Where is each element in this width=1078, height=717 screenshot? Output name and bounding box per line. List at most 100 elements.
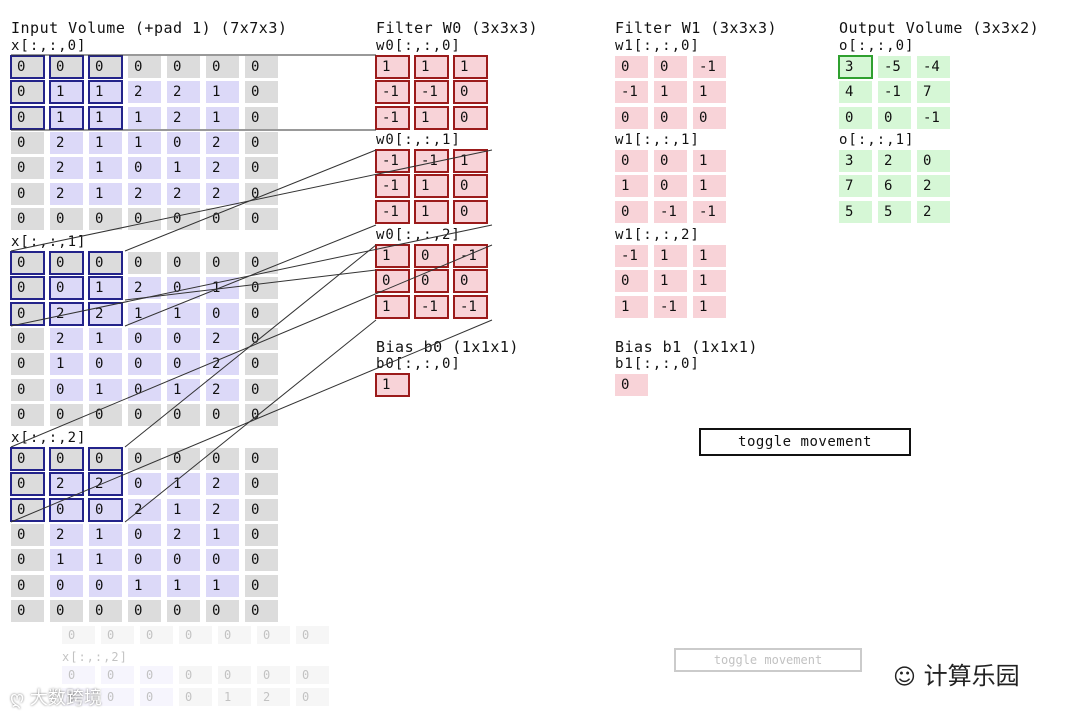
w1-slice-label: w1[:,:,1]: [615, 132, 700, 148]
input-cell: 0: [128, 473, 161, 496]
ghost-cell: 0: [179, 626, 212, 644]
input-cell: 2: [128, 498, 161, 521]
w1-cell: 1: [654, 245, 687, 267]
input-slice-label: x[:,:,2]: [11, 430, 87, 446]
input-cell: 0: [167, 448, 200, 470]
w1-cell: 1: [693, 150, 726, 172]
input-cell: 0: [245, 106, 278, 129]
input-cell: 2: [128, 277, 161, 300]
input-cell: 1: [88, 105, 123, 130]
input-cell: 0: [206, 207, 239, 230]
w1-cell: 1: [615, 175, 648, 198]
w1-cell: -1: [693, 56, 726, 78]
input-cell: 0: [88, 497, 123, 522]
w1-cell: 1: [654, 270, 687, 293]
input-cell: 0: [245, 302, 278, 325]
input-cell: 0: [49, 276, 84, 301]
input-cell: 0: [128, 448, 161, 470]
input-cell: 0: [245, 277, 278, 300]
bias-b1-title: Bias b1 (1x1x1): [615, 338, 758, 356]
input-cell: 0: [206, 56, 239, 78]
input-cell: 1: [89, 182, 122, 205]
input-cell: 2: [206, 157, 239, 180]
input-cell: 0: [245, 378, 278, 401]
output-cell: -1: [878, 81, 911, 104]
output-cell: 0: [839, 106, 872, 129]
watermark-right-text: 计算乐园: [923, 662, 1020, 690]
w0-cell: -1: [414, 149, 449, 173]
output-slice-label: o[:,:,1]: [839, 132, 915, 148]
w0-cell: -1: [453, 244, 488, 268]
input-cell: 1: [89, 549, 122, 572]
ghost-cell: 0: [62, 666, 95, 684]
input-cell: 0: [11, 207, 44, 230]
input-cell: 0: [245, 353, 278, 376]
ghost-cell: 0: [101, 626, 134, 644]
input-cell: 2: [167, 106, 200, 129]
input-cell: 0: [206, 448, 239, 470]
w1-cell: -1: [615, 245, 648, 267]
watermark-logo-icon: ღ: [10, 688, 25, 709]
w0-cell: -1: [375, 80, 410, 105]
w1-cell: -1: [615, 81, 648, 104]
input-cell: 1: [206, 523, 239, 546]
ghost-cell: 0: [179, 688, 212, 706]
input-cell: 2: [88, 472, 123, 497]
input-cell: 1: [49, 80, 84, 105]
input-cell: 0: [128, 207, 161, 230]
input-cell: 0: [49, 251, 84, 275]
w0-slice-label: w0[:,:,0]: [376, 38, 461, 54]
output-slice-label: o[:,:,0]: [839, 38, 915, 54]
input-cell: 0: [128, 56, 161, 78]
input-cell: 1: [167, 157, 200, 180]
w1-cell: 1: [693, 175, 726, 198]
input-cell: 0: [89, 403, 122, 426]
w0-cell: 0: [414, 269, 449, 294]
input-cell: 0: [206, 302, 239, 325]
wechat-icon: ☺: [893, 665, 916, 690]
w1-cell: 1: [693, 295, 726, 318]
input-cell: 0: [206, 549, 239, 572]
input-cell: 0: [245, 574, 278, 597]
input-cell: 0: [167, 327, 200, 350]
w0-cell: 1: [375, 294, 410, 319]
w0-slice-label: w0[:,:,1]: [376, 132, 461, 148]
ghost-toggle-button: toggle movement: [674, 648, 862, 672]
input-cell: 0: [128, 252, 161, 274]
input-cell: 0: [245, 448, 278, 470]
w0-cell: 1: [414, 199, 449, 224]
input-cell: 0: [89, 599, 122, 622]
input-cell: 0: [49, 55, 84, 79]
w1-cell: 1: [615, 295, 648, 318]
input-cell: 2: [50, 157, 83, 180]
input-cell: 1: [89, 157, 122, 180]
input-cell: 2: [206, 353, 239, 376]
input-cell: 2: [49, 472, 84, 497]
input-volume-title: Input Volume (+pad 1) (7x7x3): [11, 19, 288, 37]
input-cell: 1: [167, 498, 200, 521]
input-cell: 0: [11, 523, 44, 546]
output-cell: -4: [917, 56, 950, 78]
input-cell: 0: [245, 403, 278, 426]
w0-cell: 1: [414, 105, 449, 130]
ghost-slice-label: x[:,:,2]: [62, 650, 128, 664]
input-cell: 0: [167, 549, 200, 572]
w0-cell: -1: [375, 149, 410, 173]
input-cell: 0: [88, 447, 123, 471]
ghost-cell: 0: [218, 626, 251, 644]
input-cell: 0: [11, 403, 44, 426]
ghost-cell: 0: [101, 688, 134, 706]
input-cell: 0: [245, 549, 278, 572]
w1-cell: 0: [615, 270, 648, 293]
ghost-cell: 2: [257, 688, 290, 706]
input-cell: 1: [89, 327, 122, 350]
input-cell: 2: [206, 473, 239, 496]
input-cell: 0: [11, 549, 44, 572]
toggle-movement-button[interactable]: toggle movement: [699, 428, 911, 456]
w1-cell: -1: [654, 200, 687, 223]
input-cell: 2: [49, 301, 84, 326]
input-cell: 2: [128, 81, 161, 104]
bias-b0-cell: 1: [375, 373, 410, 397]
ghost-cell: 0: [296, 688, 329, 706]
input-cell: 1: [88, 276, 123, 301]
